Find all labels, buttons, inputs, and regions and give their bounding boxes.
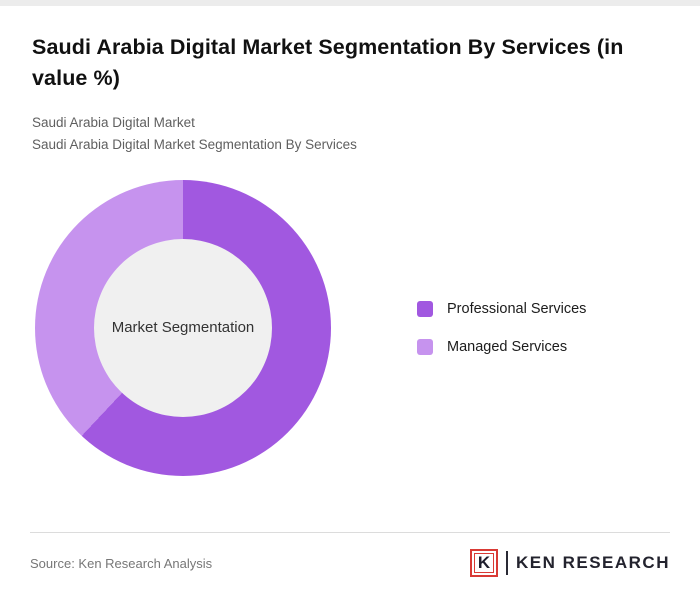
logo-divider	[505, 551, 508, 575]
top-bar	[0, 0, 700, 6]
chart-area: Market Segmentation Professional Service…	[0, 179, 700, 476]
donut-hole: Market Segmentation	[94, 238, 272, 417]
donut-chart: Market Segmentation	[35, 179, 331, 476]
donut-center-label: Market Segmentation	[111, 319, 255, 337]
legend-swatch	[417, 300, 433, 317]
subtitle-line-2: Saudi Arabia Digital Market Segmentation…	[32, 136, 357, 152]
legend-item: Professional Services	[417, 300, 587, 317]
legend-label: Managed Services	[447, 338, 568, 355]
footer: Source: Ken Research Analysis K KEN RESE…	[30, 532, 670, 577]
ken-research-logo-text: KEN RESEARCH	[515, 553, 670, 572]
legend-label: Professional Services	[447, 300, 587, 317]
legend-swatch	[417, 338, 433, 355]
header: Saudi Arabia Digital Market Segmentation…	[0, 6, 700, 156]
legend-item: Managed Services	[417, 338, 586, 355]
ken-research-logo: K KEN RESEARCH	[469, 549, 670, 577]
source-text: Source: Ken Research Analysis	[30, 555, 213, 571]
ken-research-logo-mark: K	[469, 549, 498, 577]
subtitle-line-1: Saudi Arabia Digital Market	[32, 115, 195, 131]
chart-subtitles: Saudi Arabia Digital Market Saudi Arabia…	[32, 112, 668, 155]
page-title: Saudi Arabia Digital Market Segmentation…	[32, 35, 624, 91]
legend: Professional Services Managed Services	[417, 300, 587, 355]
